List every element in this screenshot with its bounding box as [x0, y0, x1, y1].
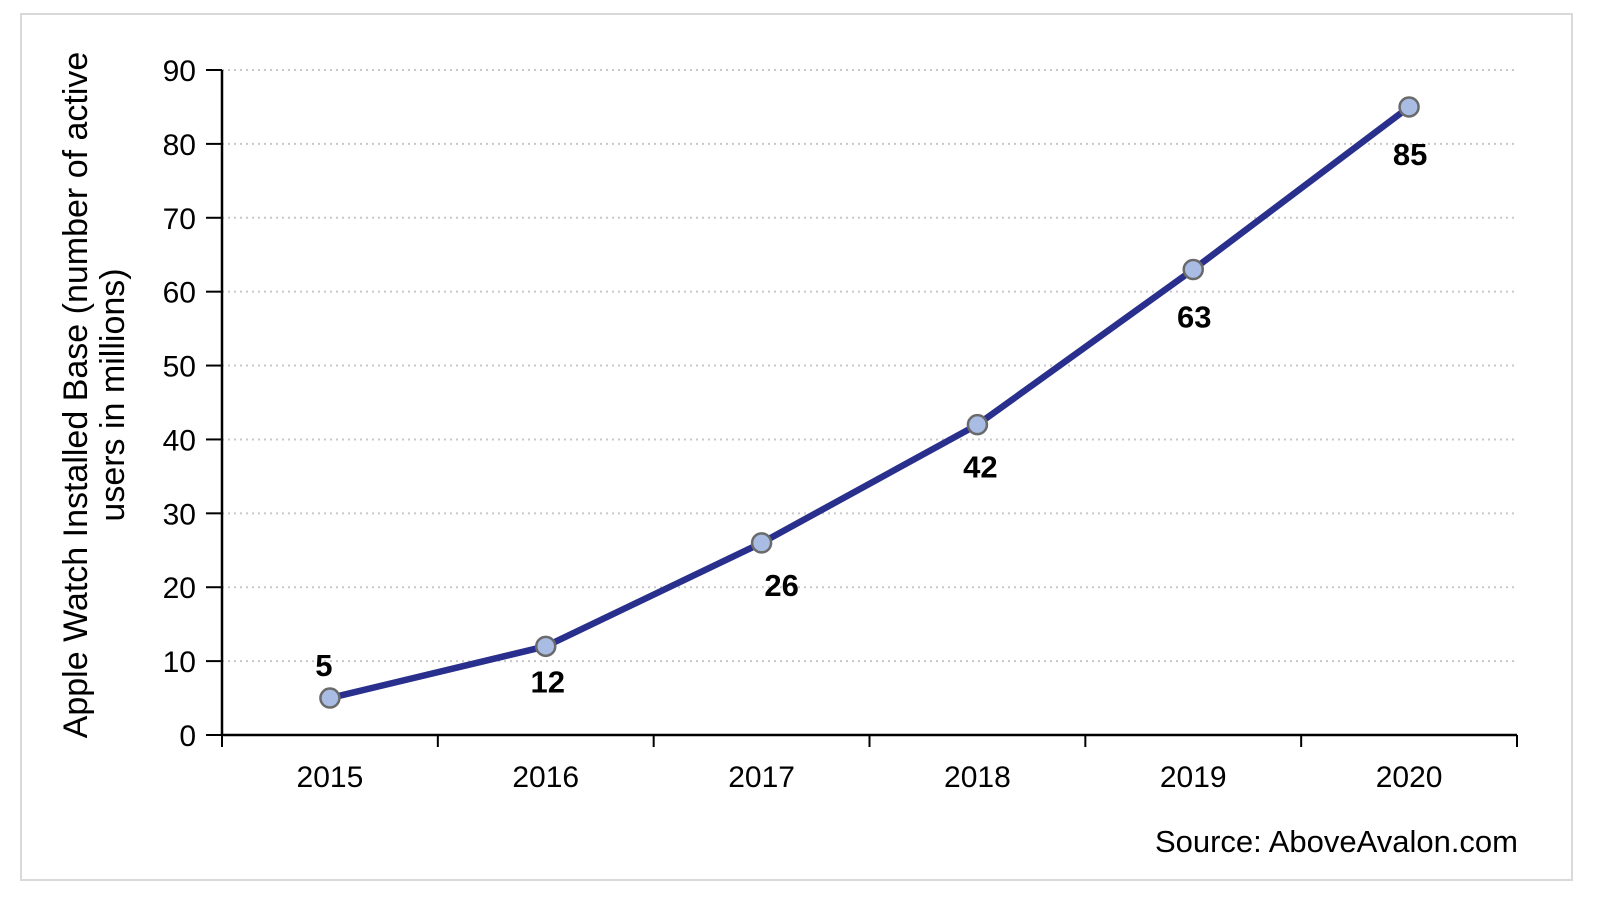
- y-axis-title-line1: Apple Watch Installed Base (number of ac…: [57, 51, 95, 739]
- x-axis-category-label: 2018: [944, 761, 1011, 794]
- y-axis-tick-label: 70: [163, 203, 196, 236]
- data-point-marker: [319, 687, 341, 709]
- data-point-marker: [1398, 96, 1420, 118]
- data-point-label: 5: [315, 648, 332, 683]
- x-axis-category-label: 2019: [1160, 761, 1227, 794]
- data-point-marker: [535, 635, 557, 658]
- source-note: Source: AboveAvalon.com: [1154, 824, 1518, 859]
- y-axis-tick-label: 0: [179, 720, 196, 753]
- x-axis-category-label: 2020: [1376, 761, 1443, 794]
- y-axis-title-line2: users in millions): [94, 268, 132, 522]
- y-axis-tick-label: 20: [163, 572, 196, 605]
- data-point-label: 12: [531, 664, 565, 699]
- x-axis-category-label: 2015: [297, 761, 364, 794]
- chart-card: [20, 13, 1573, 881]
- data-point-label: 26: [764, 568, 798, 603]
- x-axis-category-label: 2016: [512, 761, 579, 794]
- y-axis-tick-label: 10: [163, 646, 196, 679]
- y-axis-tick-label: 50: [163, 351, 196, 384]
- x-axis-category-label: 2017: [728, 761, 795, 794]
- y-axis-tick-label: 40: [163, 424, 196, 457]
- series-line: [326, 103, 1413, 702]
- y-axis-tick-label: 60: [163, 277, 196, 310]
- y-axis-tick-label: 30: [163, 498, 196, 531]
- data-point-marker: [1182, 258, 1204, 281]
- data-point-label: 63: [1177, 300, 1211, 335]
- y-axis-tick-label: 80: [163, 129, 196, 162]
- y-axis-title: Apple Watch Installed Base (number of ac…: [57, 0, 132, 815]
- data-point-marker: [966, 413, 989, 436]
- data-point-label: 85: [1393, 137, 1427, 172]
- y-axis-tick-label: 90: [163, 55, 196, 88]
- data-point-marker: [750, 532, 773, 554]
- data-point-label: 42: [963, 450, 997, 485]
